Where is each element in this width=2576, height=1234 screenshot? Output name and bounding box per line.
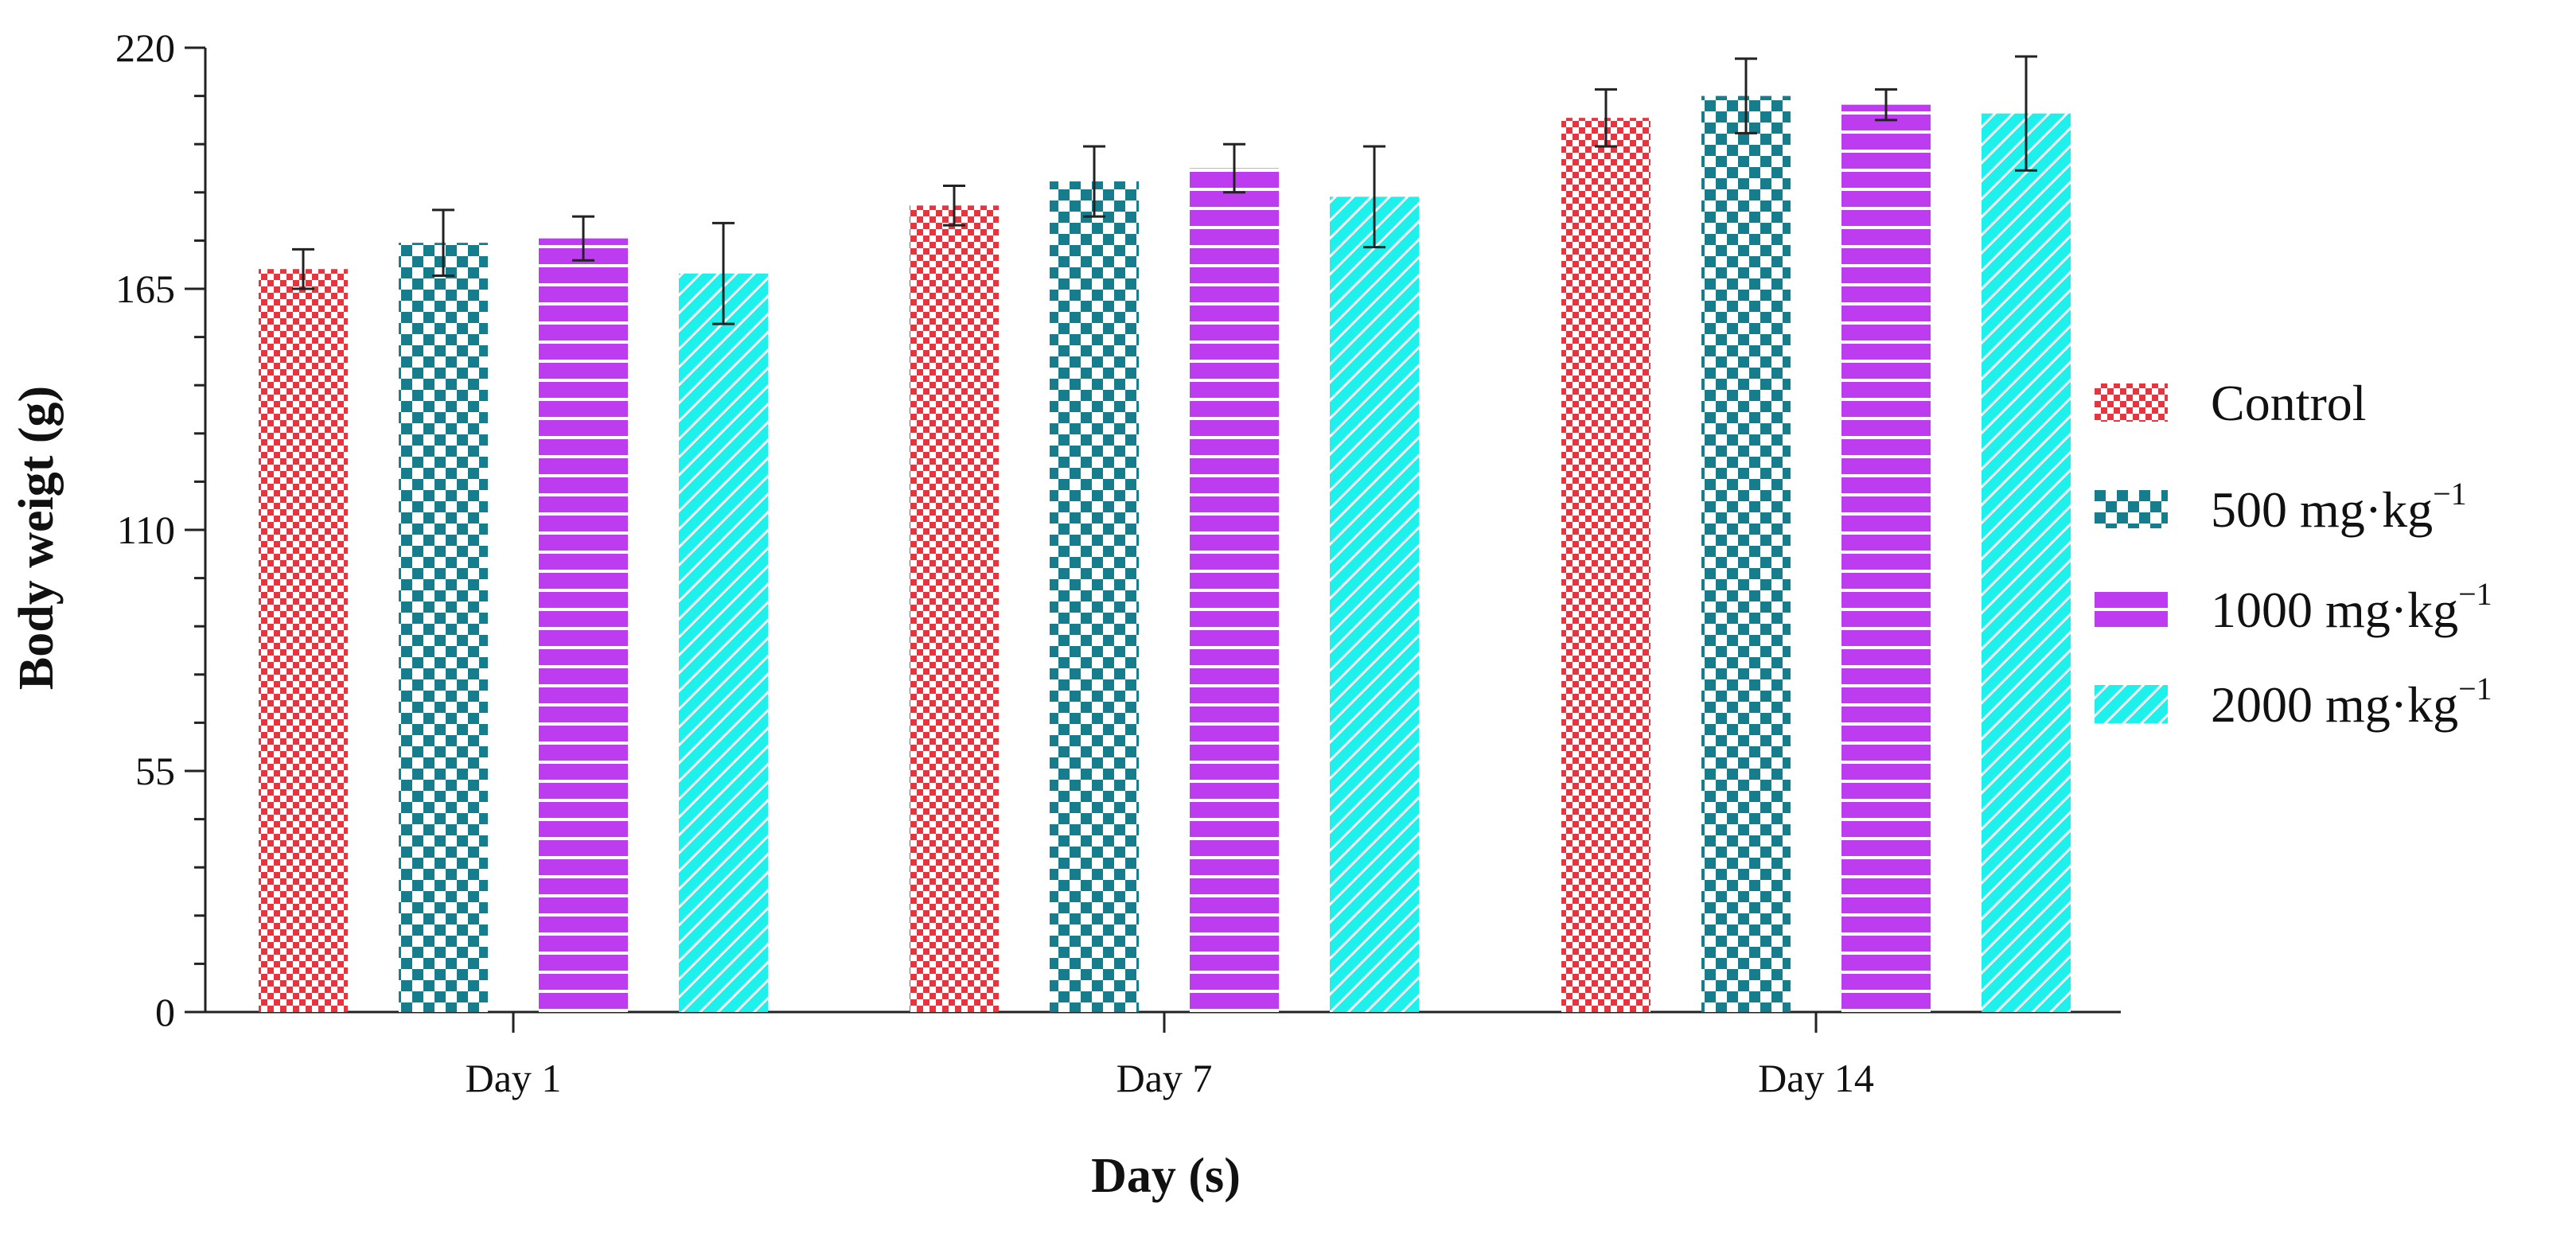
y-tick-label: 0	[155, 990, 175, 1034]
legend-swatch	[2095, 383, 2168, 422]
bars	[259, 95, 2071, 1013]
legend-label: Control	[2211, 375, 2367, 431]
x-tick-label: Day 1	[466, 1056, 562, 1100]
y-tick-label: 110	[117, 508, 175, 552]
bar	[1561, 118, 1650, 1012]
bar	[399, 243, 488, 1012]
x-axis-title: Day (s)	[1091, 1149, 1241, 1203]
legend: Control 500 mg·kg−1 1000 mg·kg−1 2000 mg·kg…	[2095, 375, 2492, 733]
bar	[259, 269, 348, 1012]
y-tick-label: 220	[115, 25, 175, 70]
bar	[1050, 181, 1139, 1013]
bar	[539, 238, 628, 1012]
x-axis: Day 1 Day 7 Day 14	[205, 1010, 2121, 1100]
bar	[1330, 197, 1419, 1013]
bar	[1982, 113, 2071, 1013]
bar	[679, 273, 768, 1013]
y-tick-label: 165	[115, 267, 175, 311]
legend-swatch	[2095, 590, 2168, 629]
legend-swatch	[2095, 685, 2168, 723]
legend-swatch	[2095, 490, 2168, 528]
y-axis-title: Body weigt (g)	[10, 386, 64, 690]
y-tick-label: 55	[135, 749, 175, 793]
bar	[1701, 95, 1791, 1013]
legend-label: 2000 mg·kg−1	[2211, 671, 2492, 733]
x-tick-label: Day 7	[1117, 1056, 1213, 1100]
y-axis: 0 55 110 165 220	[115, 25, 207, 1034]
bar	[1190, 168, 1279, 1012]
x-tick-label: Day 14	[1758, 1056, 1874, 1100]
legend-label: 500 mg·kg−1	[2211, 476, 2467, 538]
error-bars	[292, 55, 2037, 325]
legend-label: 1000 mg·kg−1	[2211, 576, 2492, 638]
bar	[910, 205, 999, 1012]
bar	[1841, 104, 1931, 1013]
